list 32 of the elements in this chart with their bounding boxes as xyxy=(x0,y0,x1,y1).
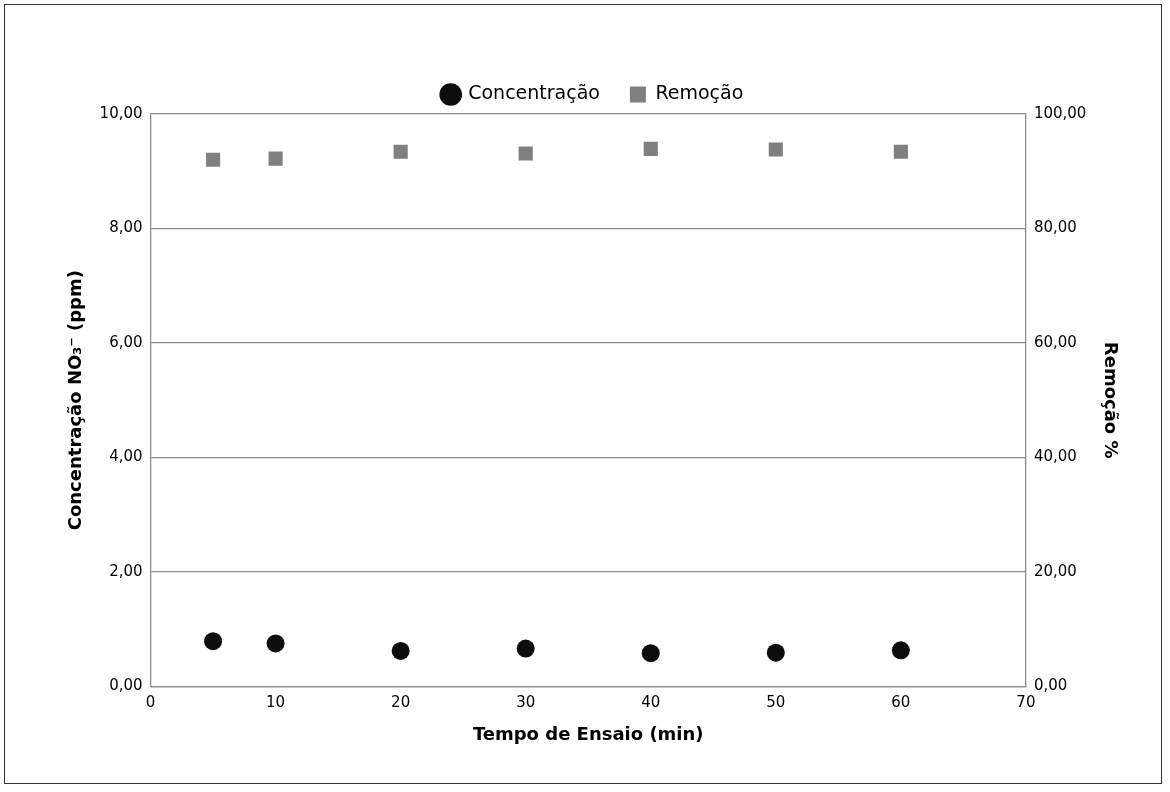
x-tick-label: 10 xyxy=(266,693,286,712)
x-tick-label: 40 xyxy=(641,693,661,712)
x-axis-title: Tempo de Ensaio (min) xyxy=(472,722,704,744)
y-tick-label: 0,00 xyxy=(109,676,143,695)
y-tick-label: 4,00 xyxy=(109,447,143,466)
y2-tick-label: 100,00 xyxy=(1033,103,1087,122)
y2-axis-title: Remoção % xyxy=(1100,341,1122,459)
y2-tick-label: 60,00 xyxy=(1033,332,1077,351)
x-tick-label: 70 xyxy=(1016,693,1036,712)
legend-label: Remoção xyxy=(655,81,744,104)
y-tick-label: 2,00 xyxy=(109,561,143,580)
point xyxy=(268,151,283,166)
legend-label: Concentração xyxy=(468,81,600,104)
point xyxy=(518,146,533,161)
x-tick-label: 0 xyxy=(145,693,156,712)
y2-tick-label: 0,00 xyxy=(1033,676,1068,695)
y-tick-label: 6,00 xyxy=(109,332,143,351)
point xyxy=(893,144,908,159)
x-tick-label: 50 xyxy=(766,693,786,712)
point xyxy=(206,152,221,167)
x-tick-label: 60 xyxy=(891,693,911,712)
y-tick-label: 10,00 xyxy=(99,103,143,122)
y2-tick-label: 80,00 xyxy=(1033,218,1077,237)
x-tick-label: 20 xyxy=(391,693,411,712)
y-axis-title: Concentração NO₃⁻ (ppm) xyxy=(64,270,86,531)
point xyxy=(393,144,408,159)
point xyxy=(643,141,658,156)
point xyxy=(768,142,783,157)
x-tick-label: 30 xyxy=(516,693,536,712)
y2-tick-label: 40,00 xyxy=(1033,447,1077,466)
y2-tick-label: 20,00 xyxy=(1033,561,1077,580)
y-tick-label: 8,00 xyxy=(109,218,143,237)
